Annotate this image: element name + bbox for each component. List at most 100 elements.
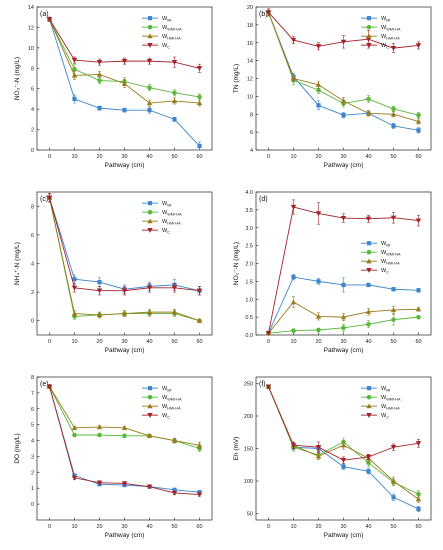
y-tick-label: 6	[31, 87, 34, 93]
y-tick-label: 20	[247, 5, 253, 11]
y-tick-label: 8	[31, 375, 34, 381]
data-point	[340, 39, 347, 45]
y-tick-label: 4.0	[245, 190, 253, 196]
chart-panel-3: 0 10 20 30 40 50 60 0 2 4 6 8 Pathway (cm) NH₄⁺-N (mg…	[14, 191, 213, 354]
x-tick-label: 30	[121, 524, 127, 530]
data-point	[96, 288, 103, 294]
data-point	[97, 78, 102, 83]
legend: WMI WWMI-HA WHMI-HA WC	[361, 16, 401, 50]
series-w-c	[265, 384, 422, 464]
series-w-mi	[47, 16, 202, 151]
legend-entry: WC	[162, 228, 170, 235]
data-point	[97, 279, 102, 285]
y-tick-label: 2	[31, 128, 34, 134]
y-axis-title: NO₃⁻-N (mg/L)	[14, 57, 21, 100]
y-tick-label: 12	[28, 25, 34, 31]
data-point	[316, 87, 321, 93]
data-point	[171, 98, 178, 104]
y-tick-label: 12	[247, 77, 253, 83]
data-point	[390, 478, 397, 484]
data-point	[197, 94, 202, 100]
y-tick-label: 3.5	[245, 208, 253, 214]
x-tick-label: 40	[365, 339, 371, 345]
legend-entry: WMI	[162, 16, 171, 23]
data-point	[416, 506, 421, 512]
y-tick-label: 3	[31, 454, 34, 460]
legend-entry: WWMI-HA	[162, 25, 182, 32]
x-tick-label: 20	[96, 524, 102, 530]
data-point	[71, 57, 78, 63]
panel-label: (b)	[259, 11, 268, 18]
data-point	[265, 331, 272, 336]
x-tick-label: 60	[415, 524, 421, 530]
data-point	[390, 307, 397, 313]
legend-swatch-marker	[147, 24, 153, 30]
y-tick-label: 7	[31, 391, 34, 397]
y-axis-title: Eh (mV)	[233, 437, 240, 461]
y-tick-label: 2	[31, 470, 34, 476]
data-point	[316, 327, 321, 333]
data-point	[341, 325, 346, 331]
data-point	[72, 96, 77, 102]
y-tick-label: 1	[31, 486, 34, 492]
legend-entry: WMI	[162, 386, 171, 393]
legend-swatch-marker	[366, 33, 372, 39]
y-axis-title: TN (mg/L)	[233, 64, 240, 93]
data-point	[72, 277, 77, 282]
data-point	[316, 103, 321, 108]
legend-swatch-marker	[366, 24, 372, 30]
legend-swatch-marker	[366, 386, 372, 391]
y-tick-label: 5	[31, 423, 34, 429]
legend-entry: WHMI-HA	[381, 404, 400, 411]
series-w-mi	[47, 193, 202, 296]
legend-entry: WHMI-HA	[162, 219, 181, 226]
series-w-c	[46, 16, 203, 73]
legend: WMI WWMI-HA WHMI-HA WC	[361, 241, 401, 275]
data-point	[290, 75, 297, 81]
chart-panel-1: 0 10 20 30 40 50 60 0 2 4 6 8 10 12 14 Pathway (cm) NO₃⁻…	[14, 5, 213, 169]
data-point	[171, 285, 178, 291]
data-point	[390, 111, 397, 117]
legend-swatch-marker	[366, 403, 372, 409]
data-point	[122, 108, 127, 113]
legend-swatch-marker	[366, 394, 372, 400]
legend-entry: WWMI-HA	[381, 25, 401, 32]
x-tick-label: 10	[71, 339, 77, 345]
x-tick-label: 50	[171, 339, 177, 345]
y-tick-label: 6	[31, 233, 34, 239]
series-w-hmi-ha	[265, 384, 422, 503]
y-tick-label: 100	[244, 479, 253, 485]
legend-swatch-marker	[147, 209, 153, 215]
x-tick-label: 50	[390, 339, 396, 345]
legend-swatch-marker	[366, 268, 372, 273]
y-tick-label: 6	[31, 407, 34, 413]
data-point	[46, 195, 53, 201]
data-point	[171, 59, 178, 65]
y-tick-label: 200	[244, 414, 253, 420]
y-tick-label: 8	[250, 112, 253, 118]
data-point	[71, 475, 78, 481]
data-point	[197, 143, 202, 149]
legend-swatch-marker	[147, 218, 153, 224]
data-point	[390, 445, 397, 450]
x-tick-label: 40	[365, 154, 371, 160]
legend-entry: WHMI-HA	[381, 34, 400, 41]
y-tick-label: 6	[250, 130, 253, 136]
x-tick-label: 10	[290, 524, 296, 530]
data-point	[71, 425, 78, 431]
y-tick-label: 150	[244, 447, 253, 453]
x-tick-label: 50	[390, 154, 396, 160]
x-tick-label: 40	[146, 154, 152, 160]
x-tick-label: 30	[121, 339, 127, 345]
y-tick-label: 8	[31, 204, 34, 210]
data-point	[121, 310, 128, 316]
legend-swatch-marker	[366, 241, 372, 246]
legend-swatch-marker	[366, 258, 372, 264]
data-point	[290, 204, 297, 210]
data-point	[196, 492, 203, 498]
data-point	[415, 496, 422, 502]
series-w-c	[265, 8, 422, 53]
data-point	[391, 495, 396, 500]
data-point	[365, 216, 372, 222]
y-tick-label: 2.5	[245, 244, 253, 250]
